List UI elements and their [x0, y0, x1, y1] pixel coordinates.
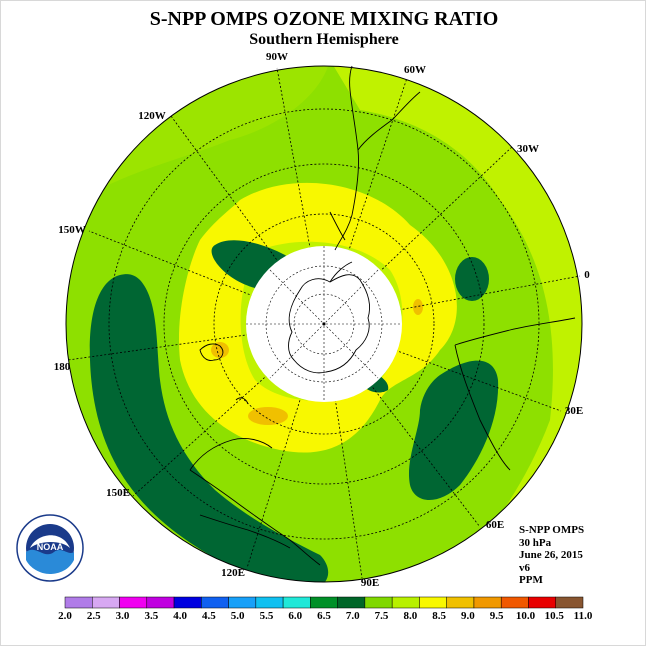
map-info-block: S-NPP OMPS 30 hPa June 26, 2015 v6 PPM — [519, 524, 584, 587]
coastlines — [189, 65, 576, 566]
version-label: v6 — [519, 561, 530, 574]
instrument-label: S-NPP OMPS — [519, 524, 585, 536]
map-title: S-NPP OMPS OZONE MIXING RATIO — [149, 8, 499, 30]
lon-label-180: 180 — [54, 361, 71, 373]
antarctica-coast — [288, 274, 371, 374]
orange-patch — [413, 299, 423, 315]
map-subtitle: Southern Hemisphere — [249, 31, 399, 48]
dark-green-band — [89, 274, 329, 582]
light-green-region — [330, 66, 582, 582]
pressure-level: 30 hPa — [519, 536, 552, 549]
lon-label-150e: 150E — [106, 487, 130, 499]
map-boundary — [65, 65, 583, 583]
lon-label-90w: 90W — [266, 51, 288, 63]
south-america-coast — [334, 65, 359, 251]
units-label: PPM — [519, 574, 543, 586]
lon-label-30e: 30E — [565, 405, 583, 417]
lon-label-90e: 90E — [361, 577, 379, 589]
orange-patch — [248, 407, 288, 425]
lon-label-120w: 120W — [138, 110, 166, 122]
lon-label-0: 0 — [584, 269, 590, 281]
lon-label-30w: 30W — [517, 143, 539, 155]
dark-green-band — [408, 360, 499, 500]
dark-green-blob — [455, 257, 489, 301]
lon-label-60e: 60E — [486, 519, 504, 531]
orange-patch — [211, 342, 229, 358]
noaa-logo-text: NOAA — [37, 542, 64, 552]
new-zealand-coast — [199, 343, 224, 361]
noaa-logo: NOAA — [16, 514, 84, 582]
date-label: June 26, 2015 — [519, 549, 583, 561]
polar-map: 90W 60W 120W 30W 150W 0 180 30E 150E 60E… — [16, 51, 590, 589]
lon-label-120e: 120E — [221, 567, 245, 579]
lon-label-60w: 60W — [404, 64, 426, 76]
lon-label-150w: 150W — [58, 224, 86, 236]
australia-coast — [189, 469, 321, 566]
africa-coast — [454, 317, 576, 346]
